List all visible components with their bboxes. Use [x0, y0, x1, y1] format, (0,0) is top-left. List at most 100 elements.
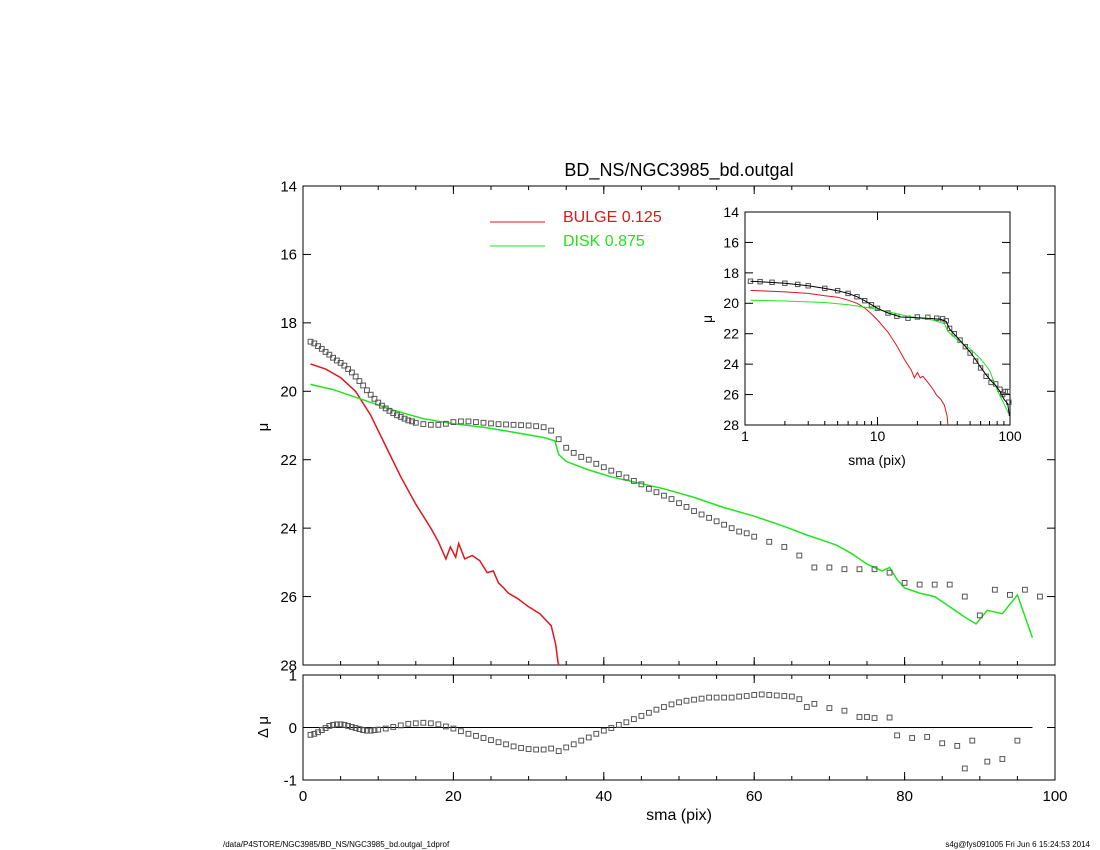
main-data-point: [615, 471, 622, 477]
residual-data-point: [615, 721, 622, 728]
main-data-point: [1037, 593, 1043, 600]
residual-data-point: [969, 737, 976, 744]
main-data-point: [540, 424, 547, 431]
main-data-point: [931, 581, 938, 588]
main-data-point: [886, 569, 893, 576]
residual-data-point: [427, 720, 434, 727]
main-data-point: [623, 474, 630, 481]
inset-data-point: [845, 290, 851, 297]
inset-data-point: [934, 315, 940, 321]
main-data-point: [371, 395, 378, 402]
residual-data-point: [348, 724, 355, 730]
main-data-point: [916, 581, 923, 588]
residual-data-point: [698, 695, 705, 702]
main-chart-title: BD_NS/NGC3985_bd.outgal: [564, 160, 793, 181]
residual-x-tick-label: 60: [746, 788, 763, 805]
residual-x-tick-label: 20: [445, 788, 462, 805]
residual-panel: Δ μ sma (pix) 0 20 40 60 80 100-101: [255, 667, 1068, 824]
residual-data-point: [766, 692, 773, 698]
residual-data-point: [653, 706, 660, 713]
main-data-point: [1022, 586, 1028, 593]
residual-data-point: [390, 724, 397, 730]
inset-y-tick-label: 28: [723, 417, 739, 433]
main-data-point: [420, 421, 427, 428]
main-y-tick-label: 22: [280, 452, 297, 469]
residual-data-point: [811, 700, 818, 707]
main-data-point: [856, 566, 863, 573]
residual-data-point: [518, 745, 524, 751]
residual-y-axis-label: Δ μ: [255, 716, 272, 738]
residual-data-point: [405, 720, 412, 727]
main-data-point: [533, 423, 540, 430]
main-data-point: [465, 418, 472, 425]
residual-data-point: [435, 721, 442, 728]
residual-x-tick-label: 100: [1042, 788, 1067, 805]
main-data-point: [811, 564, 818, 571]
main-data-point: [458, 418, 464, 425]
main-data-point: [608, 467, 615, 474]
inset-y-tick-label: 18: [723, 265, 739, 281]
inset-data-point: [967, 350, 973, 356]
residual-data-point: [871, 715, 878, 721]
legend-bulge-label: BULGE 0.125: [563, 209, 662, 226]
inset-series: [747, 278, 1012, 426]
residual-data-point: [473, 733, 479, 739]
main-data-point: [375, 399, 382, 406]
residual-data-point: [480, 735, 487, 741]
residual-series: [303, 691, 1033, 772]
residual-data-point: [781, 693, 788, 699]
residual-data-point: [676, 699, 682, 706]
residual-data-point: [563, 744, 570, 751]
main-data-point: [427, 421, 434, 428]
residual-data-point: [420, 719, 427, 726]
residual-data-point: [352, 725, 359, 731]
main-data-point: [946, 581, 953, 588]
residual-data-point: [326, 723, 333, 729]
main-data-point: [510, 421, 517, 428]
main-series-line-1: [310, 383, 1034, 638]
residual-data-point: [751, 692, 758, 698]
inset-data-point: [951, 331, 958, 337]
residual-data-point: [540, 746, 547, 753]
residual-data-point: [691, 696, 697, 703]
main-data-point: [473, 419, 479, 425]
main-data-point: [364, 387, 370, 394]
main-data-point: [991, 586, 998, 593]
main-data-point: [736, 528, 743, 535]
main-panel: BD_NS/NGC3985_bd.outgal μ 14 16 18 20 22 24 26…: [255, 160, 1056, 674]
main-data-point: [751, 533, 758, 540]
inset-data-point: [874, 305, 881, 312]
residual-data-point: [442, 723, 449, 730]
main-data-point: [480, 419, 487, 426]
residual-data-point: [465, 730, 472, 737]
residual-data-point: [728, 694, 735, 701]
main-data-point: [578, 454, 585, 460]
inset-data-point: [946, 325, 953, 332]
inset-data-point: [854, 294, 860, 300]
residual-x-tick-label: 40: [595, 788, 612, 805]
main-series-line-0: [310, 363, 560, 666]
main-data-point: [548, 427, 555, 434]
residual-data-point: [333, 721, 340, 728]
inset-data-point: [1004, 388, 1011, 395]
main-data-point: [345, 366, 352, 372]
main-data-point: [585, 456, 592, 463]
footer-timestamp: s4g@fys091005 Fri Jun 6 15:24:53 2014: [945, 840, 1090, 849]
residual-data-point: [533, 746, 540, 753]
residual-data-point: [600, 727, 607, 734]
residual-data-point: [375, 726, 382, 733]
main-data-point: [901, 579, 908, 586]
inset-series-line-3: [750, 280, 1010, 416]
residual-data-point: [397, 722, 404, 729]
main-data-point: [676, 500, 682, 507]
residual-data-point: [803, 704, 810, 710]
main-data-point: [638, 481, 645, 488]
residual-data-point: [939, 740, 946, 747]
residual-data-point: [721, 694, 728, 701]
main-data-point: [683, 504, 690, 510]
main-data-point: [503, 421, 509, 428]
main-data-point: [766, 538, 773, 545]
main-data-point: [352, 373, 359, 380]
main-data-point: [826, 564, 833, 571]
